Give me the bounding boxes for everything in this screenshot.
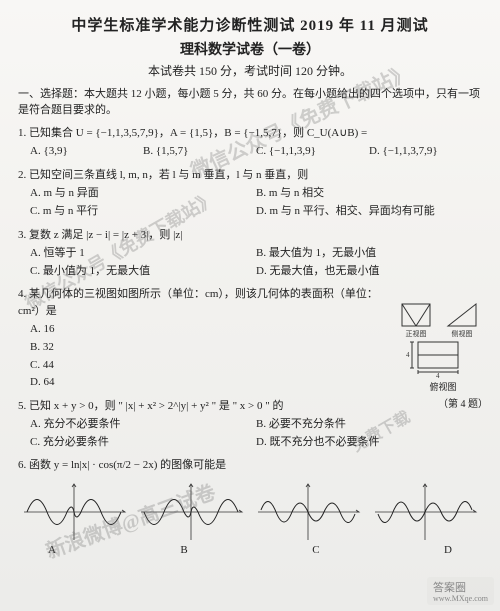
q3-num: 3. — [18, 229, 26, 241]
q1-opt-a: A. {3,9} — [30, 143, 143, 161]
wave-a — [22, 482, 127, 542]
question-4: 4. 某几何体的三视图如图所示（单位：cm），则该几何体的表面积（单位：cm²）… — [18, 286, 378, 391]
wave-b — [139, 482, 244, 542]
q4-opt-a: A. 16 — [30, 321, 378, 339]
svg-text:4: 4 — [406, 351, 410, 359]
q4-stem: 某几何体的三视图如图所示（单位：cm），则该几何体的表面积（单位：cm²）是 — [18, 288, 378, 317]
section-one: 一、选择题：本大题共 12 小题，每小题 5 分，共 60 分。在每小题给出的四… — [18, 87, 482, 119]
three-view-svg: 正视图 侧视图 4 4 — [398, 300, 488, 378]
q1-opt-c: C. {−1,1,3,9} — [256, 143, 369, 161]
svg-text:4: 4 — [436, 372, 440, 378]
q3-opt-b: B. 最大值为 1，无最小值 — [256, 245, 482, 263]
wave-labels: A B C D — [18, 544, 482, 556]
q1-opt-b: B. {1,5,7} — [143, 143, 256, 161]
q5-opt-b: B. 必要不充分条件 — [256, 416, 482, 434]
q5-num: 5. — [18, 400, 26, 412]
q6-opt-a: A — [48, 544, 56, 556]
q5-opt-d: D. 既不充分也不必要条件 — [256, 434, 482, 452]
page-title: 中学生标准学术能力诊断性测试 2019 年 11 月测试 — [18, 14, 482, 35]
question-2: 2. 已知空间三条直线 l, m, n，若 l 与 m 垂直，l 与 n 垂直，… — [18, 167, 482, 221]
question-1: 1. 已知集合 U = {−1,1,3,5,7,9}，A = {1,5}，B =… — [18, 125, 482, 161]
q6-num: 6. — [18, 459, 26, 471]
figure-q4-bottom-label: 俯视图 — [398, 380, 488, 393]
corner-small: www.MXqe.com — [433, 595, 488, 603]
q2-num: 2. — [18, 169, 26, 181]
q1-opt-d: D. {−1,1,3,7,9} — [369, 143, 482, 161]
q2-opt-b: B. m 与 n 相交 — [256, 185, 482, 203]
page-subtitle: 理科数学试卷（一卷） — [18, 39, 482, 59]
q4-opt-b: B. 32 — [30, 339, 378, 357]
corner-badge: 答案圈 www.MXqe.com — [427, 577, 494, 605]
q1-num: 1. — [18, 127, 26, 139]
q6-opt-b: B — [180, 544, 187, 556]
q2-opt-c: C. m 与 n 平行 — [30, 203, 256, 221]
question-3: 3. 复数 z 满足 |z − i| = |z + 3|，则 |z| A. 恒等… — [18, 227, 482, 281]
figure-q4: 正视图 侧视图 4 4 俯视图 （第 4 题） — [398, 300, 488, 390]
svg-text:正视图: 正视图 — [406, 329, 427, 338]
exam-page: 中学生标准学术能力诊断性测试 2019 年 11 月测试 理科数学试卷（一卷） … — [0, 0, 500, 611]
q3-opt-d: D. 无最大值，也无最小值 — [256, 263, 482, 281]
q2-stem: 已知空间三条直线 l, m, n，若 l 与 m 垂直，l 与 n 垂直，则 — [29, 169, 308, 181]
wave-c — [256, 482, 361, 542]
wave-d — [373, 482, 478, 542]
q2-opt-d: D. m 与 n 平行、相交、异面均有可能 — [256, 203, 482, 221]
q5-opt-c: C. 充分必要条件 — [30, 434, 256, 452]
q3-stem: 复数 z 满足 |z − i| = |z + 3|，则 |z| — [29, 229, 182, 241]
q1-stem: 已知集合 U = {−1,1,3,5,7,9}，A = {1,5}，B = {−… — [29, 127, 367, 139]
q5-opt-a: A. 充分不必要条件 — [30, 416, 256, 434]
q6-stem: 函数 y = ln|x| · cos(π/2 − 2x) 的图像可能是 — [29, 459, 226, 471]
q3-opt-a: A. 恒等于 1 — [30, 245, 256, 263]
wave-options — [18, 482, 482, 542]
q4-opt-c: C. 44 — [30, 357, 378, 375]
svg-text:侧视图: 侧视图 — [452, 329, 473, 338]
q3-opt-c: C. 最小值为 1，无最大值 — [30, 263, 256, 281]
q2-opt-a: A. m 与 n 异面 — [30, 185, 256, 203]
q4-num: 4. — [18, 288, 26, 300]
q6-opt-c: C — [312, 544, 319, 556]
page-info: 本试卷共 150 分，考试时间 120 分钟。 — [18, 62, 482, 79]
q4-opt-d: D. 64 — [30, 374, 378, 392]
q5-stem: 已知 x + y > 0，则 " |x| + x² > 2^|y| + y² "… — [29, 400, 284, 412]
corner-big: 答案圈 — [433, 582, 466, 594]
question-6: 6. 函数 y = ln|x| · cos(π/2 − 2x) 的图像可能是 — [18, 457, 482, 474]
q6-opt-d: D — [444, 544, 452, 556]
figure-q4-caption: （第 4 题） — [398, 395, 488, 410]
